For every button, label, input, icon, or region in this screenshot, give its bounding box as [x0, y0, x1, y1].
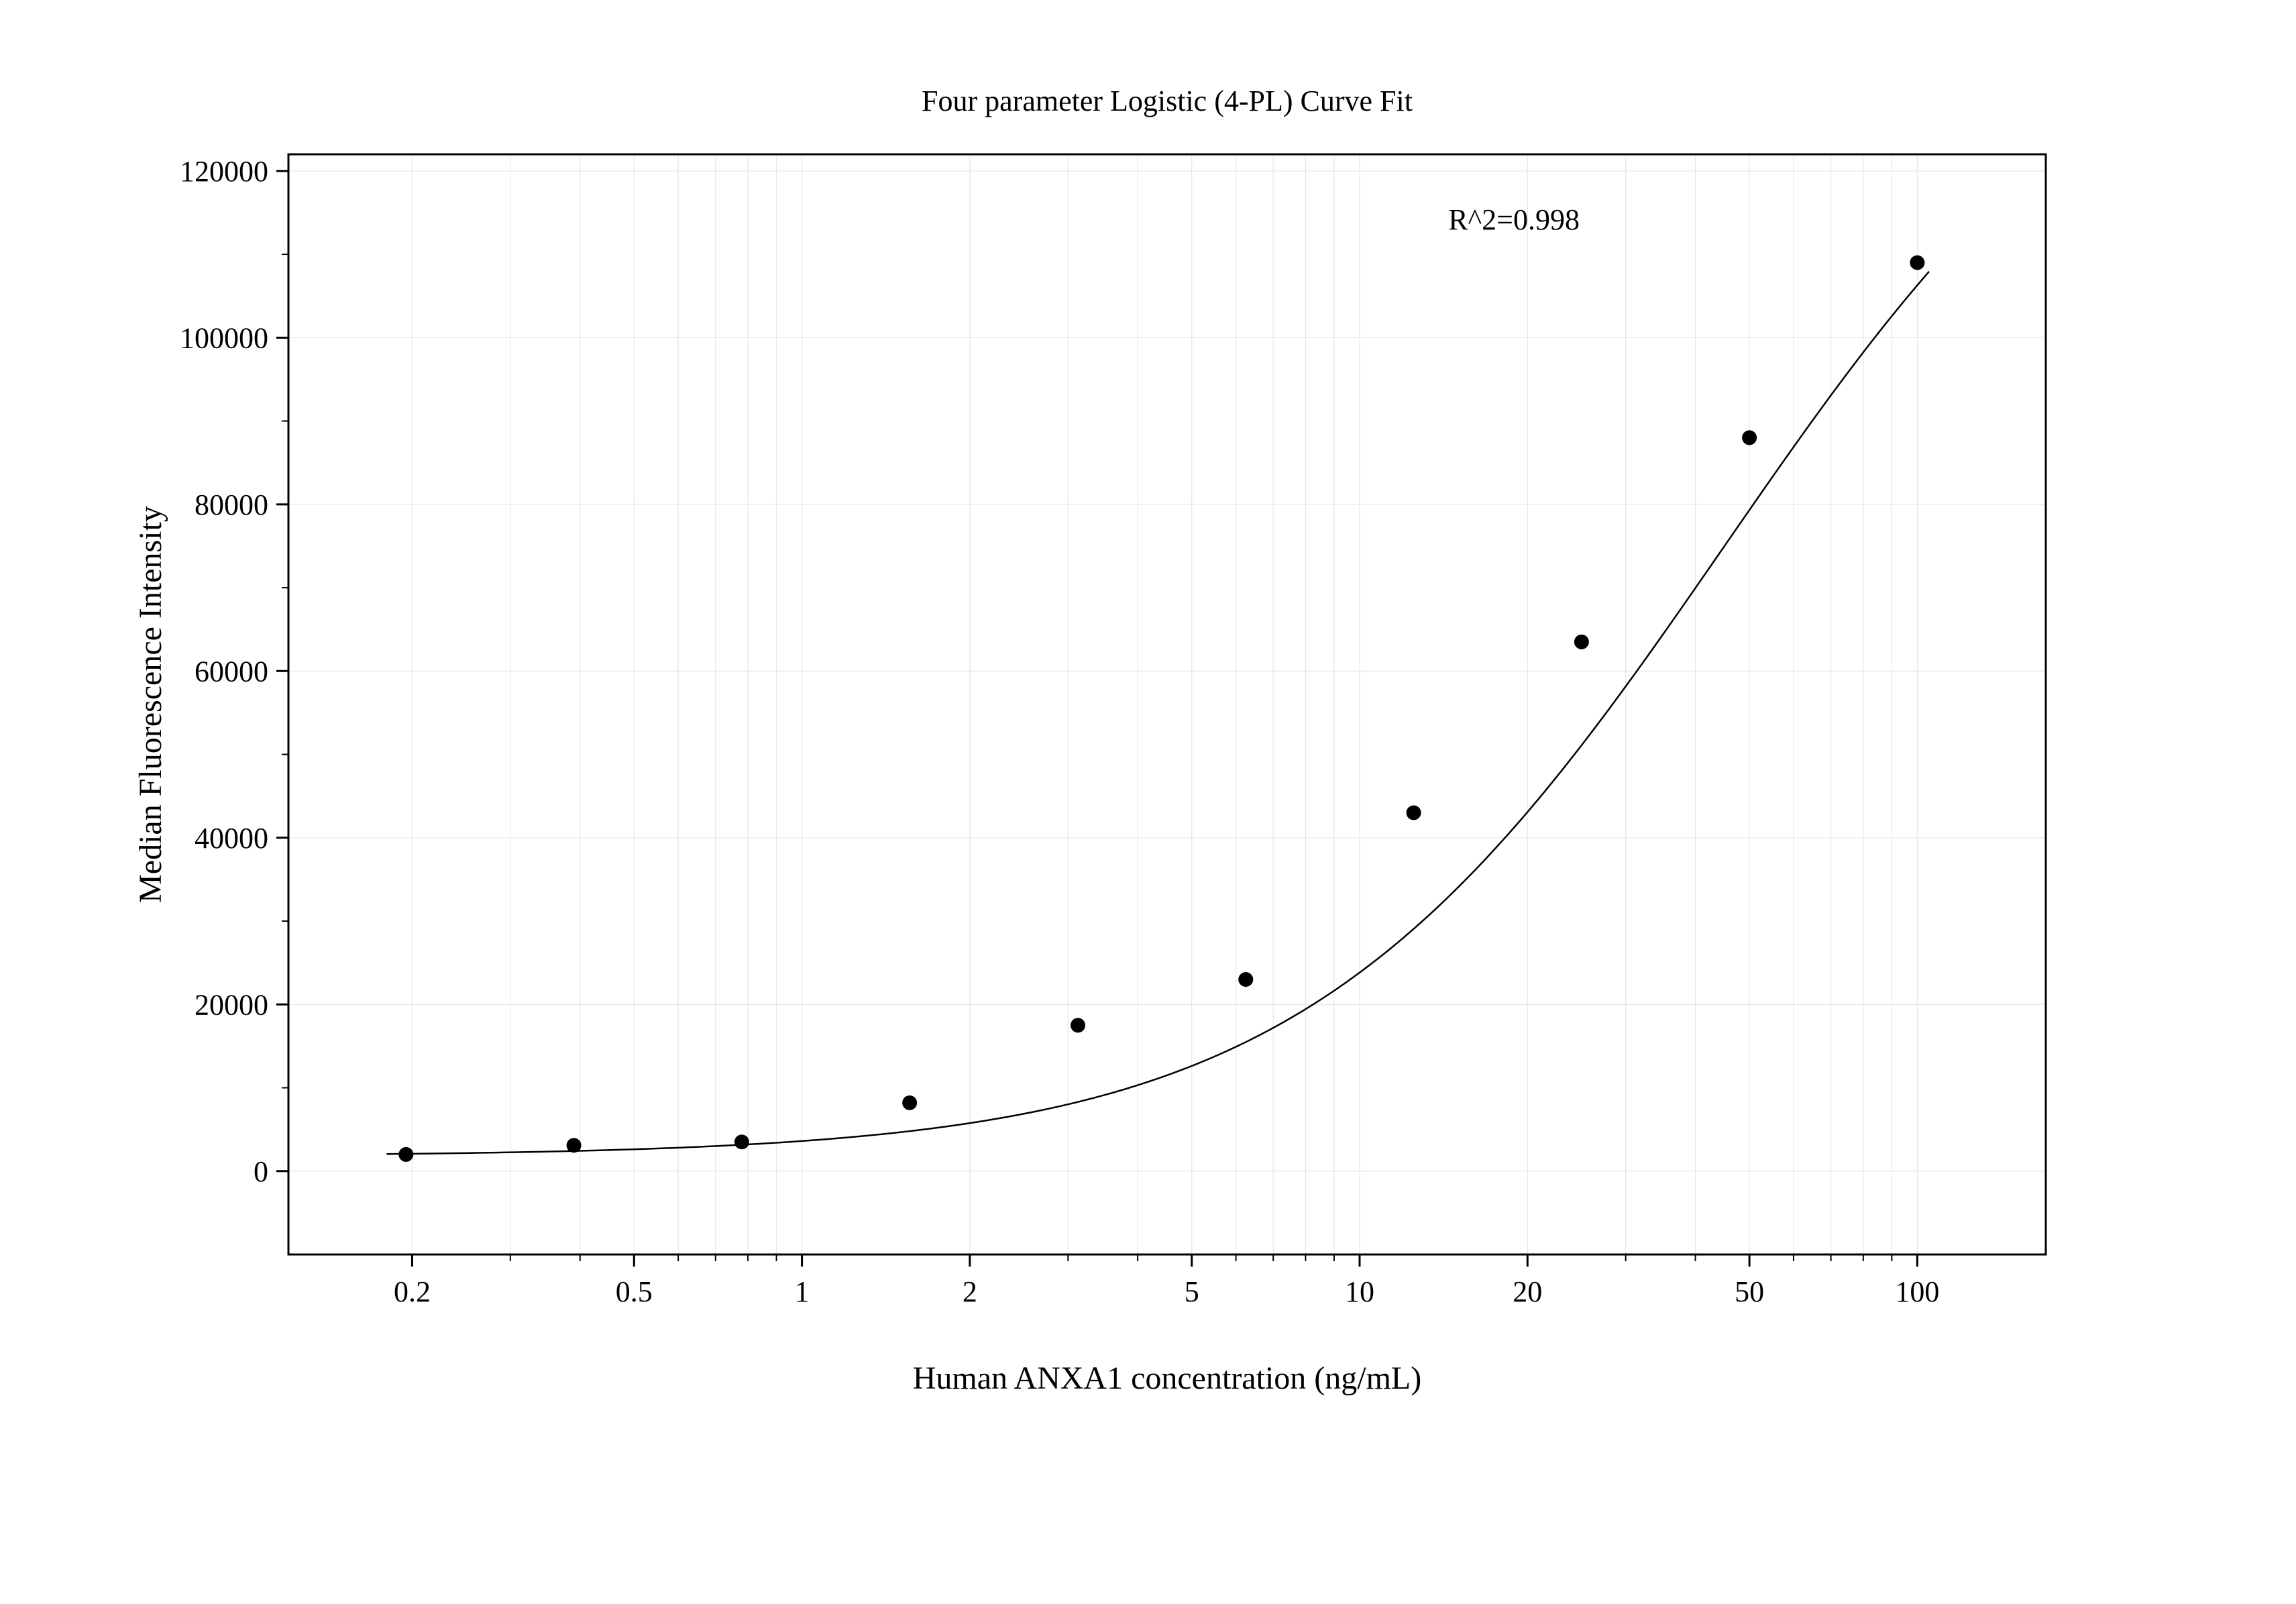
- x-tick-label: 10: [1345, 1275, 1374, 1308]
- data-point: [567, 1138, 582, 1153]
- r-squared-annotation: R^2=0.998: [1448, 203, 1580, 236]
- data-point: [398, 1147, 413, 1162]
- data-point: [902, 1095, 917, 1110]
- y-tick-label: 100000: [180, 321, 268, 354]
- y-tick-label: 120000: [180, 155, 268, 188]
- x-tick-label: 0.2: [394, 1275, 431, 1308]
- y-tick-label: 0: [254, 1155, 268, 1188]
- y-tick-label: 20000: [195, 988, 268, 1021]
- chart-svg: 0.2 0.5 1 2 5 10 20 50 100 0 20000 40000 60000 80000 1…: [0, 0, 2296, 1604]
- x-tick-label: 0.5: [616, 1275, 653, 1308]
- data-point: [1742, 430, 1757, 445]
- data-point: [1071, 1018, 1085, 1032]
- chart-container: 0.2 0.5 1 2 5 10 20 50 100 0 20000 40000 60000 80000 1…: [0, 0, 2296, 1604]
- x-tick-label: 50: [1735, 1275, 1764, 1308]
- x-tick-label: 20: [1513, 1275, 1542, 1308]
- y-tick-label: 60000: [195, 655, 268, 688]
- x-axis-label: Human ANXA1 concentration (ng/mL): [913, 1360, 1421, 1396]
- x-tick-label: 100: [1895, 1275, 1939, 1308]
- data-point: [1407, 806, 1421, 820]
- data-point: [1910, 256, 1924, 270]
- data-point: [1574, 635, 1589, 649]
- chart-title: Four parameter Logistic (4-PL) Curve Fit: [922, 85, 1413, 117]
- y-axis-label: Median Fluorescence Intensity: [133, 506, 168, 903]
- y-tick-label: 40000: [195, 822, 268, 855]
- data-point: [1238, 972, 1253, 987]
- data-point: [734, 1134, 749, 1149]
- y-tick-label: 80000: [195, 488, 268, 521]
- x-tick-label: 5: [1185, 1275, 1199, 1308]
- x-tick-label: 1: [795, 1275, 810, 1308]
- x-tick-label: 2: [963, 1275, 977, 1308]
